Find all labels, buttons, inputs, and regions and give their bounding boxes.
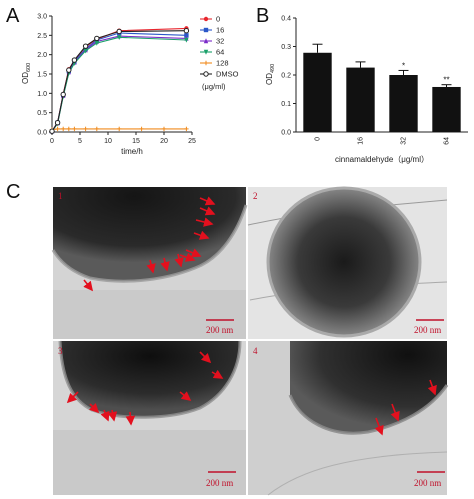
scale-bar-label-2: 200 nm xyxy=(414,325,441,335)
scale-bar-label-1: 200 nm xyxy=(206,325,233,335)
series-0 xyxy=(49,26,189,134)
legend-label: 0 xyxy=(216,15,220,24)
red-arrows-3 xyxy=(66,351,224,426)
series-line xyxy=(51,35,187,132)
micrograph-3: 3 200 nm xyxy=(53,340,246,495)
y-tick-label-a: 2.5 xyxy=(37,33,47,40)
micrograph-4: 4 200 nm xyxy=(248,341,449,496)
data-point xyxy=(203,16,209,22)
data-point xyxy=(83,48,88,54)
data-point xyxy=(71,57,78,63)
legend-label: DMSO xyxy=(216,70,239,79)
series-line xyxy=(51,36,187,132)
y-tick-label-b: 0.2 xyxy=(281,73,291,80)
data-point xyxy=(82,43,89,49)
x-tick-label-b: 64 xyxy=(444,137,451,145)
series-64 xyxy=(49,35,189,134)
micrograph-number-1: 1 xyxy=(58,191,63,201)
scale-bar-label-3: 200 nm xyxy=(206,478,233,488)
series-line xyxy=(51,30,187,132)
x-tick-label-b: 32 xyxy=(401,137,408,145)
y-axis-label-a: OD600 xyxy=(21,63,32,84)
x-axis-label-b: cinnamaldehyde（μg/ml） xyxy=(335,155,429,164)
x-tick-label-a: 5 xyxy=(78,138,82,145)
x-tick-label-b: 16 xyxy=(358,137,365,145)
y-tick-label-b: 0.0 xyxy=(281,130,291,137)
scale-bar-label-4: 200 nm xyxy=(414,478,441,488)
y-axis-label-b: OD490 xyxy=(265,64,276,85)
y-tick-label-b: 0.4 xyxy=(281,16,291,23)
y-tick-label-a: 1.5 xyxy=(37,72,47,79)
data-point xyxy=(184,33,189,38)
y-tick-label-a: 0.5 xyxy=(37,110,47,117)
x-tick-label-a: 15 xyxy=(132,138,140,145)
legend-a: 0 16 32 64 128 DMSO (μg/ml) xyxy=(200,15,239,91)
y-tick-label-a: 2.0 xyxy=(37,52,47,59)
y-tick-label-a: 3.0 xyxy=(37,14,47,21)
data-point xyxy=(94,40,99,46)
y-tick-label-a: 1.0 xyxy=(37,91,47,98)
legend-label: 64 xyxy=(216,48,224,57)
bar-16 xyxy=(346,67,375,132)
micrograph-1: 1 200 nm xyxy=(51,187,248,339)
x-tick-label-b: 0 xyxy=(315,137,322,141)
data-point xyxy=(183,27,190,34)
legend-unit: (μg/ml) xyxy=(202,82,226,91)
red-arrows-1 xyxy=(83,196,216,292)
data-point xyxy=(203,71,209,77)
data-point xyxy=(66,67,72,73)
micrograph-number-4: 4 xyxy=(253,346,258,356)
red-arrows-4 xyxy=(374,379,437,436)
data-point xyxy=(117,35,122,40)
y-tick-label-b: 0.3 xyxy=(281,44,291,51)
bar-32 xyxy=(389,75,418,132)
data-point xyxy=(116,28,122,35)
legend-label: 16 xyxy=(216,26,224,35)
significance-label: ** xyxy=(443,76,449,85)
x-tick-label-a: 25 xyxy=(188,138,196,145)
panel-letter-a: A xyxy=(6,5,20,27)
micrograph-panel: 1 200 nm 2 200 nm xyxy=(51,186,449,496)
data-point xyxy=(203,38,209,44)
x-axis-label-a: time/h xyxy=(121,147,143,156)
legend-label: 128 xyxy=(216,59,229,68)
series-line xyxy=(51,32,187,132)
legend-label: 32 xyxy=(216,37,224,46)
bar-0 xyxy=(303,52,332,132)
series-DMSO xyxy=(49,27,190,134)
growth-curve-chart: 0.0 0.5 1.0 1.5 2.0 2.5 3.0 0 5 10 15 20 25 time/h OD6… xyxy=(21,14,239,157)
series-128 xyxy=(49,126,189,132)
panel-letter-c: C xyxy=(6,181,20,203)
series-line xyxy=(51,27,187,132)
y-tick-label-b: 0.1 xyxy=(281,101,291,108)
significance-label: * xyxy=(402,61,405,70)
data-point xyxy=(60,91,66,98)
data-point xyxy=(203,49,209,55)
data-point xyxy=(184,37,189,43)
series-16 xyxy=(49,30,189,134)
x-tick-label-a: 0 xyxy=(50,138,54,145)
y-tick-label-a: 0.0 xyxy=(37,130,47,137)
panel-letter-b: B xyxy=(256,5,269,27)
bar-64 xyxy=(432,86,461,132)
biofilm-bar-chart: 0.0 0.1 0.2 0.3 0.4 0 16 * 32 ** 64 cinnamaldehyde（… xyxy=(265,16,468,164)
series-32 xyxy=(49,33,189,134)
data-point xyxy=(49,128,55,134)
data-point xyxy=(203,27,209,33)
micrograph-2: 2 200 nm xyxy=(247,186,448,339)
x-tick-label-a: 10 xyxy=(104,138,112,145)
micrograph-number-2: 2 xyxy=(253,191,258,201)
data-point xyxy=(94,35,100,42)
micrograph-number-3: 3 xyxy=(58,346,63,356)
data-point xyxy=(54,120,61,126)
x-tick-label-a: 20 xyxy=(160,138,168,145)
